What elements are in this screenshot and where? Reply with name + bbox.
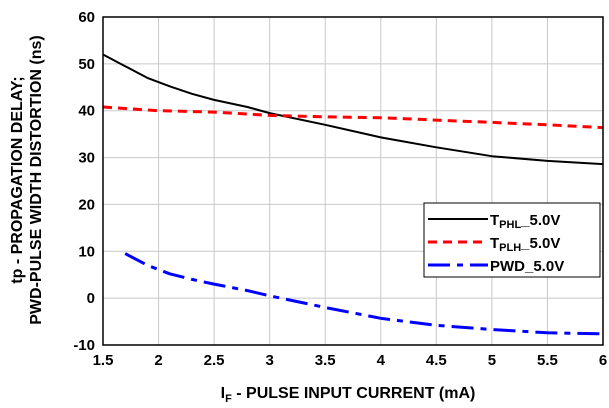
legend-label-0: TPHL_5.0V [490, 212, 560, 231]
legend-box [423, 202, 601, 278]
x-tick-label-0: 1.5 [93, 352, 114, 369]
y-tick-label-5: 40 [78, 103, 95, 120]
x-tick-label-7: 5 [488, 352, 496, 369]
x-tick-label-6: 4.5 [426, 352, 447, 369]
y-axis-label-line1: tp - PROPAGATION DELAY; [9, 76, 26, 283]
x-axis-label: IF - PULSE INPUT CURRENT (mA) [221, 385, 476, 405]
x-tick-label-5: 4 [377, 352, 386, 369]
y-tick-label-4: 30 [78, 150, 95, 167]
x-tick-labels: 1.5 2 2.5 3 3.5 4 4.5 5 5.5 6 [93, 352, 608, 369]
y-tick-label-1: 0 [87, 290, 95, 307]
y-axis-label-line2: PWD-PULSE WIDTH DISTORTION (ns) [28, 35, 45, 324]
series-line-0 [102, 53, 604, 166]
grid [102, 16, 604, 346]
x-tick-label-9: 6 [599, 352, 607, 369]
x-tick-label-4: 3.5 [315, 352, 336, 369]
x-tick-label-1: 2 [154, 352, 162, 369]
y-axis-label: tp - PROPAGATION DELAY; PWD-PULSE WIDTH … [9, 35, 45, 324]
x-axis-label-sub: F [225, 393, 232, 405]
y-tick-label-2: 10 [78, 243, 95, 260]
plot-border [102, 16, 604, 346]
series-lines [102, 53, 604, 336]
y-tick-label-6: 50 [78, 56, 95, 73]
y-tick-label-7: 60 [78, 9, 95, 26]
y-tick-labels: -10 0 10 20 30 40 50 60 [73, 9, 95, 354]
x-tick-label-3: 3 [265, 352, 273, 369]
y-tick-label-3: 20 [78, 196, 95, 213]
legend: TPHL_5.0V TPLH_5.0V PWD_5.0V [423, 202, 601, 278]
x-tick-label-2: 2.5 [204, 352, 225, 369]
y-tick-label-0: -10 [73, 337, 95, 354]
legend-label-1: TPLH_5.0V [490, 235, 560, 254]
x-axis-label-rest: - PULSE INPUT CURRENT (mA) [232, 385, 476, 402]
series-line-2 [124, 252, 604, 336]
x-tick-label-8: 5.5 [537, 352, 558, 369]
legend-label-2: PWD_5.0V [490, 258, 564, 275]
series-line-1 [102, 105, 604, 130]
x-axis-label-main: I [221, 385, 225, 402]
